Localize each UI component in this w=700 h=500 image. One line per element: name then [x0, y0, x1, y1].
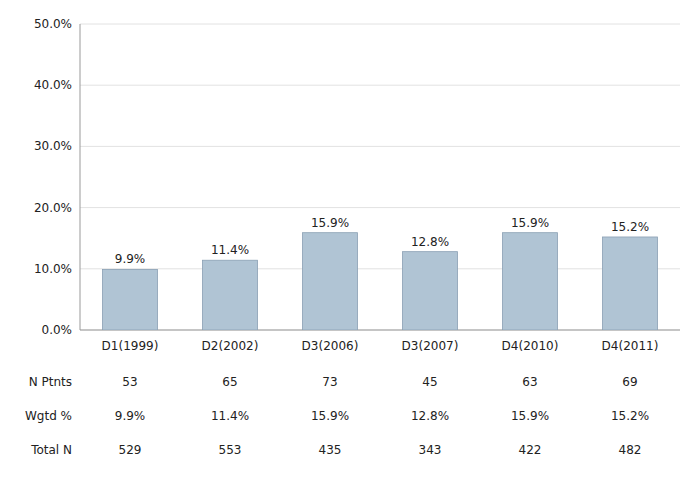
- table-cell: 45: [422, 375, 437, 389]
- x-tick-label: D4(2010): [502, 339, 559, 353]
- y-axis: [80, 24, 81, 330]
- data-label: 12.8%: [411, 235, 449, 249]
- y-tick-label: 0.0%: [42, 323, 73, 337]
- y-tick-label: 30.0%: [34, 139, 72, 153]
- grid-line: [80, 207, 680, 208]
- table-row-label: Total N: [30, 443, 72, 457]
- data-label: 15.9%: [511, 216, 549, 230]
- bar: [403, 252, 458, 330]
- table-cell: 12.8%: [411, 409, 449, 423]
- data-label: 15.9%: [311, 216, 349, 230]
- y-tick-label: 10.0%: [34, 262, 72, 276]
- y-tick-label: 40.0%: [34, 78, 72, 92]
- table-cell: 553: [219, 443, 242, 457]
- grid-line: [80, 330, 680, 331]
- bar: [303, 233, 358, 330]
- x-tick-label: D3(2006): [302, 339, 359, 353]
- grid: [80, 24, 680, 330]
- table-cell: 15.9%: [311, 409, 349, 423]
- table-cell: 482: [619, 443, 642, 457]
- y-tick-label: 20.0%: [34, 201, 72, 215]
- table-row-label: Wgtd %: [25, 409, 72, 423]
- table-cell: 11.4%: [211, 409, 249, 423]
- chart-container: 0.0% 10.0% 20.0% 30.0% 40.0% 50.0% 9.9% 11.4% 15…: [0, 0, 700, 500]
- data-label: 9.9%: [115, 252, 146, 266]
- bar: [503, 233, 558, 330]
- table-cell: 53: [122, 375, 137, 389]
- bar: [203, 260, 258, 330]
- grid-line: [80, 24, 680, 25]
- grid-line: [80, 146, 680, 147]
- table-row-label: N Ptnts: [29, 375, 72, 389]
- table-cell: 529: [119, 443, 142, 457]
- x-tick-label: D3(2007): [402, 339, 459, 353]
- table-cell: 343: [419, 443, 442, 457]
- y-tick-label: 50.0%: [34, 17, 72, 31]
- data-label: 15.2%: [611, 220, 649, 234]
- table-cell: 15.9%: [511, 409, 549, 423]
- table-cell: 63: [522, 375, 537, 389]
- data-label: 11.4%: [211, 243, 249, 257]
- table-cell: 9.9%: [115, 409, 146, 423]
- grid-line: [80, 85, 680, 86]
- table-cell: 69: [622, 375, 637, 389]
- table-cell: 65: [222, 375, 237, 389]
- bar: [603, 237, 658, 330]
- grid-line: [80, 268, 680, 269]
- x-axis: [80, 330, 680, 331]
- table-cell: 73: [322, 375, 337, 389]
- bar: [103, 269, 158, 330]
- x-tick-label: D4(2011): [602, 339, 659, 353]
- bars: [103, 233, 658, 330]
- chart-svg: 0.0% 10.0% 20.0% 30.0% 40.0% 50.0% 9.9% 11.4% 15…: [0, 0, 700, 500]
- x-tick-label: D1(1999): [102, 339, 159, 353]
- table-cell: 435: [319, 443, 342, 457]
- x-tick-label: D2(2002): [202, 339, 259, 353]
- table-cell: 15.2%: [611, 409, 649, 423]
- table-cell: 422: [519, 443, 542, 457]
